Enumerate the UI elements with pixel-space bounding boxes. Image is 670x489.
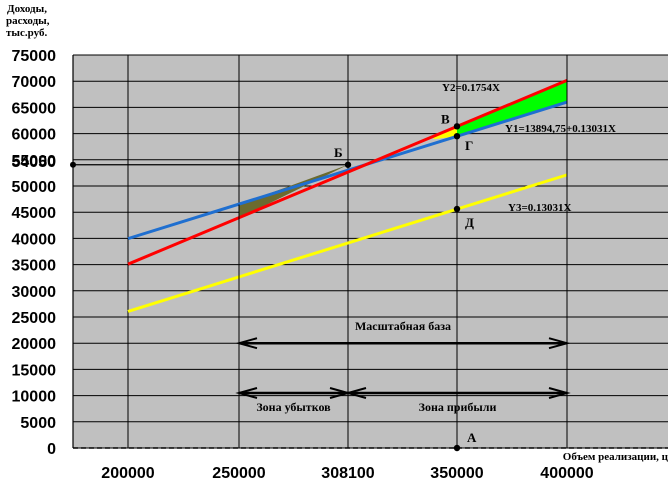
span-arrows: Масштабная база Зона убытков Зона прибыли [235, 319, 571, 414]
y-tick-label: 5000 [20, 415, 56, 432]
arrow-head [235, 337, 258, 350]
y-tick-label: 70000 [12, 74, 57, 91]
y-tick-label: 20000 [12, 336, 57, 353]
x-tick-label: 200000 [101, 465, 154, 482]
series-line [127, 100, 568, 241]
series-label: Y1=13894,75+0.13031X [505, 123, 616, 135]
y-axis-label-line-2: расходы, [6, 15, 50, 27]
key-point-label: Б [334, 145, 343, 160]
arrow-head [548, 387, 571, 399]
break-even-y-dot [70, 161, 76, 168]
arrow-head [548, 337, 571, 350]
key-point-dot [453, 132, 461, 140]
key-point-dot [453, 123, 461, 130]
y-tick-label: 30000 [12, 284, 57, 301]
series-label: Y2=0.1754X [442, 82, 500, 94]
key-point-label: В [441, 111, 450, 126]
x-tick-label: 400000 [540, 465, 593, 482]
arrow-head [344, 387, 367, 399]
y-axis-label-line-1: Доходы, [7, 3, 47, 15]
key-points: Б ВГ Д А [70, 111, 477, 452]
y-tick-label: 25000 [12, 310, 57, 327]
span-label: Масштабная база [355, 319, 451, 333]
key-point-label: А [467, 430, 477, 445]
y-tick-label: 0 [47, 441, 56, 458]
axis-labels: Доходы, расходы, тыс.руб. Объем реализац… [6, 3, 669, 482]
y-tick-label: 55000 [12, 153, 57, 170]
span-label: Зона прибыли [419, 400, 497, 414]
y-tick-label: 10000 [12, 389, 57, 406]
y-tick-label: 35000 [12, 258, 57, 275]
y-tick-label: 45000 [12, 205, 57, 222]
x-axis-label: Объем реализации, ц [563, 451, 669, 463]
arrow-head [235, 387, 258, 399]
series-line [127, 78, 568, 266]
y-tick-label: 50000 [12, 179, 57, 196]
key-point-dot [453, 205, 461, 213]
key-point-dot [453, 444, 461, 452]
series-line [127, 173, 568, 313]
key-point-dot [344, 161, 352, 168]
y-tick-label: 60000 [12, 127, 57, 144]
series-lines [127, 78, 568, 313]
x-tick-label: 308100 [321, 465, 374, 482]
y-tick-label: 40000 [12, 231, 57, 248]
y-tick-label: 75000 [12, 48, 57, 65]
plot-area [73, 55, 668, 448]
break-even-y-label: 54050 [12, 154, 57, 171]
x-tick-label: 250000 [212, 465, 265, 482]
y-tick-label: 65000 [12, 100, 57, 117]
span-label: Зона убытков [256, 400, 331, 414]
y-tick-label: 15000 [12, 362, 57, 379]
y-axis-label-line-3: тыс.руб. [6, 27, 47, 39]
profit-zone-fill [457, 80, 567, 137]
key-point-label: Г [465, 138, 473, 153]
guide-lines [73, 55, 668, 449]
key-point-label: Д [465, 215, 474, 230]
x-tick-label: 350000 [430, 465, 483, 482]
series-label: Y3=0.13031X [508, 202, 571, 214]
